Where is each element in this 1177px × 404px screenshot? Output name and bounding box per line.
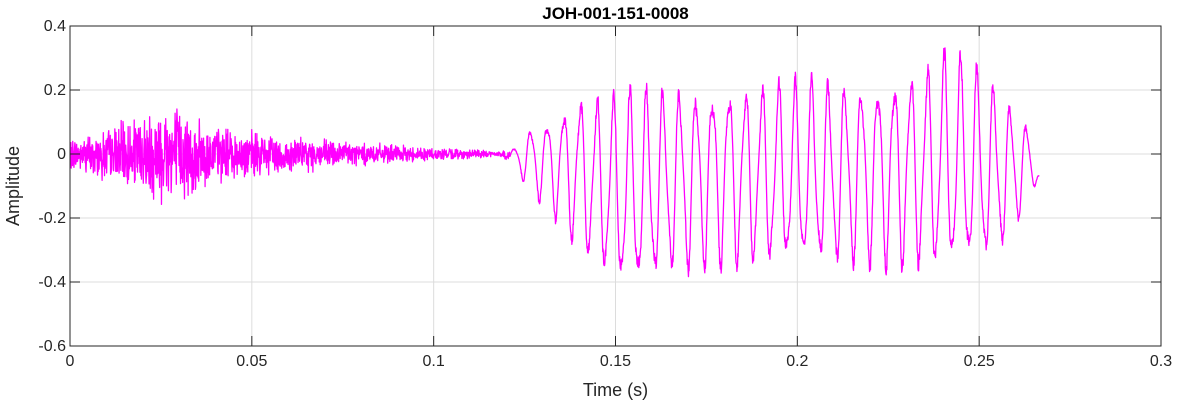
y-tick-label: -0.6 [38,338,66,355]
y-axis-ticks: -0.6 -0.4 -0.2 0 0.2 0.4 [38,18,1161,355]
chart-title: JOH-001-151-0008 [542,4,688,23]
y-axis-label: Amplitude [3,146,23,226]
x-tick-label: 0.25 [964,353,995,370]
y-tick-label: 0.2 [44,82,66,99]
signal-line [70,47,1040,278]
x-tick-label: 0.1 [423,353,445,370]
y-tick-label: 0.4 [44,18,66,35]
x-tick-label: 0.15 [600,353,631,370]
x-tick-label: 0.2 [786,353,808,370]
y-tick-label: -0.2 [38,210,66,227]
x-tick-label: 0.05 [236,353,267,370]
x-axis-label: Time (s) [583,380,648,400]
y-tick-label: 0 [57,146,66,163]
x-axis-ticks: 0 0.05 0.1 0.15 0.2 0.25 0.3 [66,26,1172,370]
x-tick-label: 0 [66,353,75,370]
x-tick-label: 0.3 [1150,353,1172,370]
y-tick-label: -0.4 [38,274,66,291]
